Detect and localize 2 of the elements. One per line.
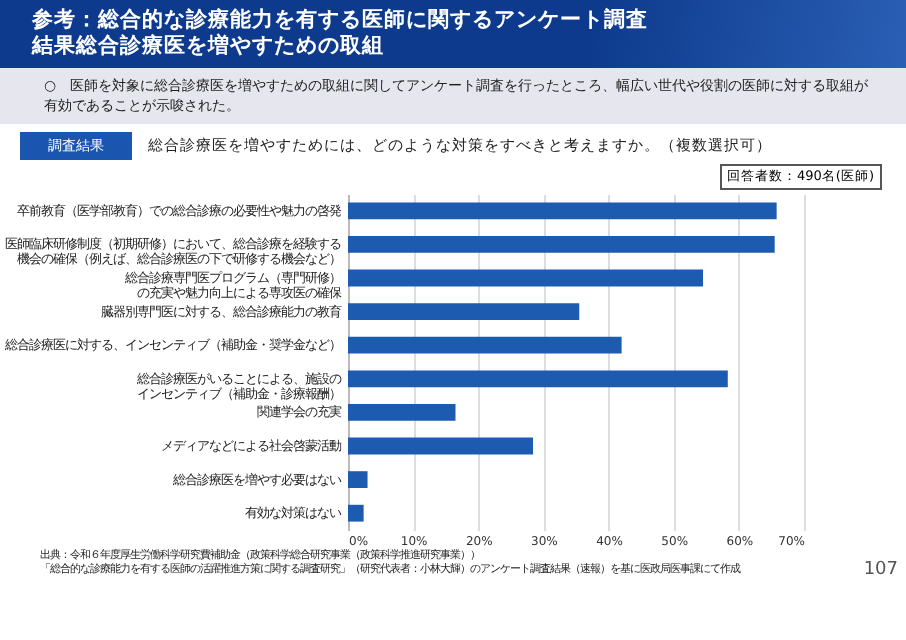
text: 107 bbox=[863, 560, 898, 580]
chart-title: 参考：総合的な診療能力を有する医師に関するアンケート調査結果総合診療医を増やすための取組 bbox=[32, 8, 650, 60]
